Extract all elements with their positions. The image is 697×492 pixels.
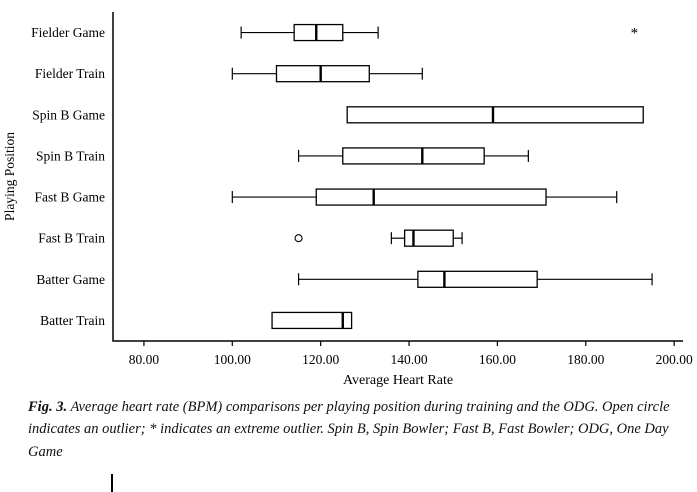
- outlier-circle: [294, 234, 303, 243]
- x-axis-title: Average Heart Rate: [343, 373, 453, 388]
- extreme-outlier-asterisk: *: [631, 26, 639, 42]
- category-label: Spin B Train: [36, 148, 105, 163]
- box: [271, 311, 353, 330]
- x-tick-label: 140.00: [390, 352, 427, 367]
- category-label: Fielder Game: [31, 25, 105, 40]
- box: [403, 229, 454, 247]
- y-axis-title: Playing Position: [2, 132, 17, 221]
- category-label: Batter Train: [40, 313, 105, 328]
- x-tick-label: 200.00: [656, 352, 693, 367]
- box: [342, 147, 485, 165]
- x-tick-label: 100.00: [214, 352, 251, 367]
- box: [417, 270, 538, 288]
- category-label: Fielder Train: [35, 66, 105, 81]
- box: [293, 23, 344, 42]
- box: [275, 65, 370, 83]
- caption-figure-number: Fig. 3.: [28, 399, 68, 415]
- category-label: Fast B Train: [38, 231, 105, 246]
- box: [315, 188, 547, 206]
- category-label: Batter Game: [36, 272, 105, 287]
- box: [346, 106, 644, 124]
- x-tick-label: 80.00: [129, 352, 160, 367]
- stray-axis-fragment: [111, 474, 113, 492]
- x-tick-label: 120.00: [302, 352, 339, 367]
- x-tick-label: 160.00: [479, 352, 516, 367]
- boxplot-chart: 80.00 100.00 120.00 140.00 160.00 180.00 200.0…: [2, 12, 693, 388]
- caption-text: Average heart rate (BPM) comparisons per…: [28, 399, 670, 460]
- category-label: Spin B Game: [32, 107, 105, 122]
- x-tick-label: 180.00: [567, 352, 604, 367]
- figure-caption: Fig. 3. Average heart rate (BPM) compari…: [28, 396, 678, 463]
- category-label: Fast B Game: [35, 190, 106, 205]
- axis-frame: [112, 12, 683, 342]
